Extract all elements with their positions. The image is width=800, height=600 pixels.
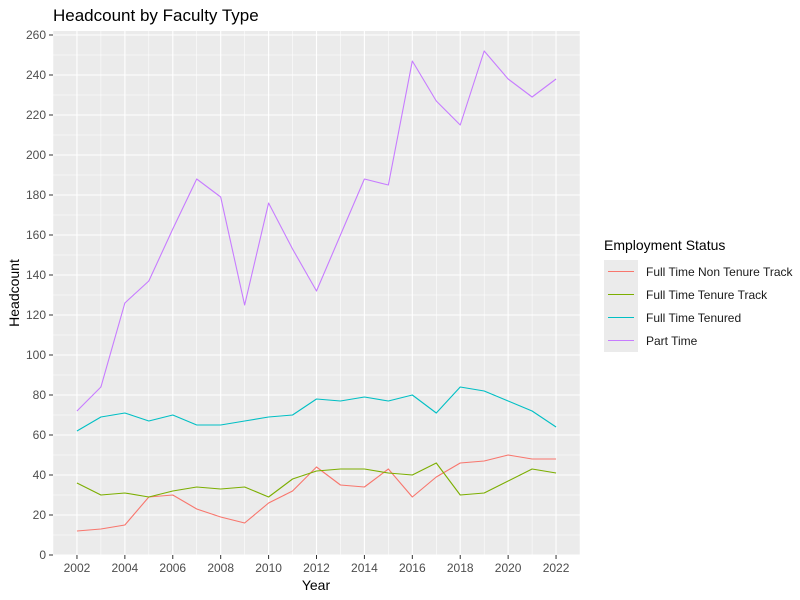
legend-key <box>604 260 638 283</box>
legend: Employment Status Full Time Non Tenure T… <box>604 237 793 352</box>
legend-item-part-time: Part Time <box>604 329 793 352</box>
y-tick-label: 100 <box>26 348 46 362</box>
legend-item-full-time-tenure-track: Full Time Tenure Track <box>604 283 793 306</box>
series-line-full-time-tenure-track <box>76 462 557 498</box>
series-lines <box>76 50 557 532</box>
x-tick-label: 2004 <box>112 561 139 575</box>
x-tick-label: 2006 <box>159 561 186 575</box>
y-tick-label: 80 <box>33 388 47 402</box>
x-tick-label: 2018 <box>447 561 474 575</box>
y-axis-title: Headcount <box>6 259 22 327</box>
x-axis: 2002 2004 2006 2008 2010 2012 2014 2016 2018 2020… <box>64 555 570 575</box>
legend-label: Full Time Tenure Track <box>646 287 768 302</box>
legend-item-full-time-tenured: Full Time Tenured <box>604 306 793 329</box>
y-tick-label: 180 <box>26 188 46 202</box>
legend-key-line <box>608 340 634 341</box>
y-tick-label: 260 <box>26 28 46 42</box>
y-tick-label: 240 <box>26 68 46 82</box>
x-tick-label: 2014 <box>351 561 378 575</box>
legend-key <box>604 306 638 329</box>
y-tick-label: 0 <box>39 548 46 562</box>
x-tick-label: 2022 <box>543 561 570 575</box>
y-tick-label: 160 <box>26 228 46 242</box>
y-axis: 0 20 40 60 80 100 120 140 160 180 200 220 240 260 <box>26 28 53 562</box>
legend-label: Full Time Non Tenure Track <box>646 264 793 279</box>
series-line-part-time <box>76 50 557 412</box>
legend-key <box>604 283 638 306</box>
series-line-full-time-non-tenure-track <box>76 454 557 532</box>
legend-label: Full Time Tenured <box>646 310 742 325</box>
y-tick-label: 120 <box>26 308 46 322</box>
y-tick-label: 60 <box>33 428 47 442</box>
y-tick-label: 200 <box>26 148 46 162</box>
chart-title: Headcount by Faculty Type <box>53 6 259 25</box>
legend-key-line <box>608 294 634 295</box>
x-tick-label: 2020 <box>495 561 522 575</box>
x-tick-label: 2002 <box>64 561 91 575</box>
legend-item-full-time-non-tenure-track: Full Time Non Tenure Track <box>604 260 793 283</box>
x-tick-label: 2010 <box>255 561 282 575</box>
series-line-full-time-tenured <box>76 386 557 432</box>
x-tick-label: 2016 <box>399 561 426 575</box>
legend-key-line <box>608 317 634 318</box>
y-tick-label: 40 <box>33 468 47 482</box>
x-axis-title: Year <box>302 577 331 593</box>
legend-items: Full Time Non Tenure Track Full Time Tenu… <box>604 260 793 352</box>
legend-key <box>604 329 638 352</box>
x-tick-label: 2012 <box>303 561 330 575</box>
legend-key-line <box>608 271 634 272</box>
y-tick-label: 140 <box>26 268 46 282</box>
x-tick-label: 2008 <box>207 561 234 575</box>
legend-label: Part Time <box>646 333 698 348</box>
y-tick-label: 20 <box>33 508 47 522</box>
y-tick-label: 220 <box>26 108 46 122</box>
legend-title: Employment Status <box>604 237 726 253</box>
